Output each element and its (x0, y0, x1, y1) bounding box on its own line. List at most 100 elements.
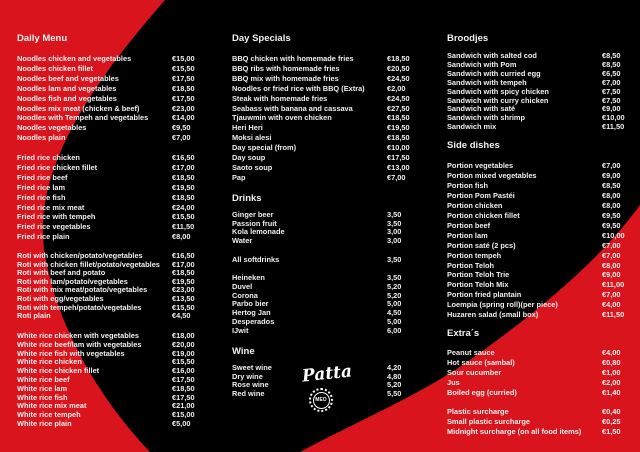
item-name: Dry wine (232, 371, 263, 381)
item-price: €18,50 (387, 113, 410, 123)
item-price: €18,50 (172, 268, 195, 278)
item-price: €8,50 (602, 51, 621, 60)
menu-item: Loempia (spring roll)(per piece) €4,00 (447, 300, 640, 309)
item-price: 3,50 (387, 210, 402, 219)
menu-item: Day soup €17,50 (232, 153, 427, 162)
item-price: 4,50 (387, 308, 402, 318)
item-name: Red wine (232, 389, 265, 399)
item-price: €5,00 (172, 419, 191, 428)
item-name: White rice fish with vegetables (17, 348, 125, 358)
item-name: Fried rice with tempeh (17, 212, 96, 222)
item-price: €7,00 (602, 250, 621, 260)
item-price: €8,00 (172, 232, 191, 242)
menu-item: IJwit 6,00 (232, 326, 427, 335)
menu-item: Seabass with banana and cassava €27,50 (232, 104, 427, 113)
menu-item: Portion beef €9,50 (447, 221, 640, 230)
menu-item: Sandwich with Pom €8,50 (447, 60, 640, 69)
item-price: €7,00 (602, 240, 621, 250)
red-curve-bottom-right (300, 205, 640, 452)
menu-item: Noodles or fried rice with BBQ (Extra) €2… (232, 84, 427, 93)
section-heading: Day Specials (232, 33, 291, 44)
item-name: Portion saté (2 pcs) (447, 240, 516, 250)
item-price: €18,50 (172, 192, 195, 202)
item-price: €1,00 (602, 367, 621, 377)
menu-item: Noodles vegetables €9,50 (17, 123, 212, 132)
item-price: €11,00 (602, 280, 625, 290)
item-name: Rose wine (232, 380, 269, 390)
item-name: White rice fish (17, 392, 68, 402)
item-price: €7,50 (602, 86, 621, 96)
item-name: Noodles vegetables (17, 123, 87, 133)
item-name: Passion fruit (232, 218, 277, 228)
red-curve-left (0, 0, 165, 452)
item-name: Hertog Jan (232, 308, 271, 318)
item-price: €17,00 (172, 259, 195, 269)
menu-item: Jus €2,00 (447, 378, 640, 387)
menu-item: Portion lam €10,00 (447, 231, 640, 240)
item-name: Fried rice plain (17, 232, 70, 242)
item-price: €2,00 (387, 83, 406, 93)
item-price: €9,00 (602, 170, 621, 180)
item-name: Day soup (232, 153, 266, 162)
menu-item: Duvel 5,20 (232, 282, 427, 291)
item-name: Fried rice fish (17, 192, 66, 202)
menu-item: Fried rice lam €19,50 (17, 183, 212, 192)
menu-item: Hot sauce (sambal) €0,80 (447, 358, 640, 367)
item-price: €17,00 (172, 162, 195, 172)
menu-item: Portion fried plantain €7,00 (447, 290, 640, 299)
item-price: €19,50 (387, 123, 410, 133)
menu-item: Noodles chicken fillet €15,50 (17, 64, 212, 73)
item-name: Corona (232, 290, 258, 300)
menu-item: Boiled egg (curried) €1,40 (447, 388, 640, 397)
item-name: Noodles chicken fillet (17, 63, 93, 73)
item-price: €9,50 (172, 123, 191, 133)
item-name: White rice mix meat (17, 401, 87, 411)
menu-item: White rice chicken €15,50 (17, 357, 212, 366)
item-name: Plastic surcharge (447, 407, 509, 416)
item-name: Noodles or fried rice with BBQ (Extra) (232, 83, 365, 93)
item-name: Hot sauce (sambal) (447, 357, 515, 367)
menu-item: Red wine 5,50 (232, 389, 427, 398)
menu-item: Sandwich with spicy chicken €7,50 (447, 87, 640, 96)
item-price: €13,50 (172, 294, 195, 303)
item-price: €21,00 (172, 401, 195, 411)
item-name: Roti with tempeh/potato/vegetables (17, 302, 142, 312)
item-price: €11,50 (602, 122, 625, 132)
menu-item: Sour cucumber €1,00 (447, 368, 640, 377)
item-name: Sandwich with tempeh (447, 77, 527, 87)
menu-item: Portion fish €8,50 (447, 181, 640, 190)
item-price: €18,00 (172, 331, 195, 340)
menu-item: Peanut sauce €4,00 (447, 348, 640, 357)
menu-item: Roti with tempeh/potato/vegetables €15,50 (17, 303, 212, 312)
item-price: 3,50 (387, 218, 402, 228)
item-name: BBQ chicken with homemade fries (232, 54, 354, 63)
item-price: €9,00 (602, 104, 621, 114)
menu-item: White rice beef €17,50 (17, 375, 212, 384)
item-price: €0,25 (602, 416, 621, 426)
item-name: Noodles with Tempeh and vegetables (17, 113, 149, 123)
item-name: Fried rice mix meat (17, 202, 85, 212)
menu-item: Noodles chicken and vegetables €15,00 (17, 54, 212, 63)
item-price: 5,20 (387, 380, 402, 390)
menu-item: Roti with chicken/potato/vegetables €16,5… (17, 251, 212, 260)
item-price: €8,00 (602, 190, 621, 200)
menu-item: White rice fish €17,50 (17, 393, 212, 402)
menu-item: White rice tempeh €15,00 (17, 410, 212, 419)
menu-item: Portion Teloh €8,00 (447, 261, 640, 270)
menu-item: Fried rice fish €18,50 (17, 193, 212, 202)
item-price: €13,00 (387, 162, 410, 172)
menu-item: Fried rice chicken fillet €17,00 (17, 163, 212, 172)
item-price: €2,00 (602, 377, 621, 387)
menu-item: Plastic surcharge €0,40 (447, 407, 640, 416)
item-price: €15,50 (172, 212, 195, 222)
menu-item: BBQ chicken with homemade fries €18,50 (232, 54, 427, 63)
menu-item: Small plastic surcharge €0,25 (447, 417, 640, 426)
item-price: €14,00 (172, 113, 195, 123)
item-price: €7,00 (387, 172, 406, 182)
menu-item: Roti with chicken fillet/potato/vegetabl… (17, 260, 212, 269)
item-name: Roti with lam/potato/vegetables (17, 276, 128, 286)
item-price: €19,00 (172, 348, 195, 358)
item-name: White rice beef (17, 375, 70, 384)
menu-item: Parbo bier 5,00 (232, 299, 427, 308)
item-price: €19,50 (172, 182, 195, 192)
